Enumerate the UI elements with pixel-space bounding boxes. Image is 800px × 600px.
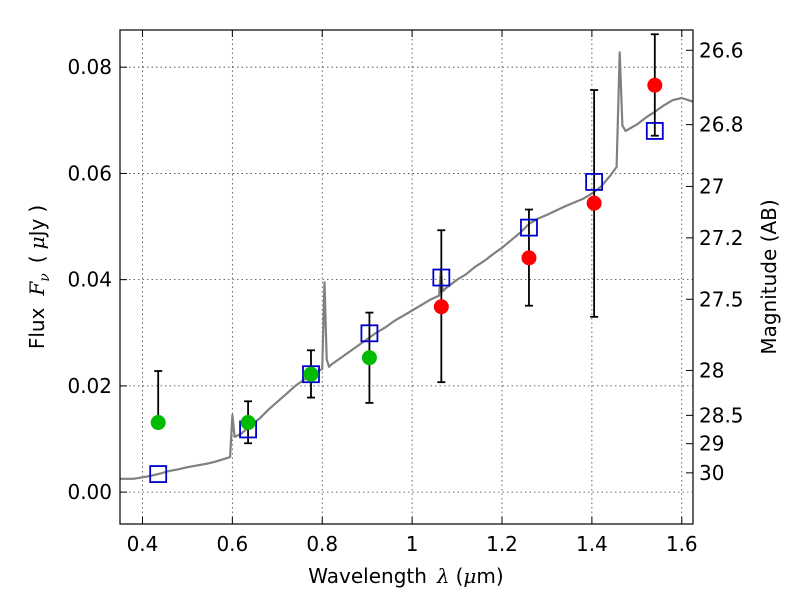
photometry-point [433,299,449,315]
y2-tick-label: 27.5 [699,287,744,311]
plot-frame [119,29,694,525]
x-tick-label: 0.8 [306,532,338,556]
data-marks [149,33,664,483]
photometry-point [240,415,256,431]
photometry-point [361,350,377,366]
y-tick-label: 0.00 [67,480,112,504]
y-tick-label: 0.06 [67,161,112,185]
x-axis-symbol: λ [436,564,450,588]
y2-tick-label: 26.6 [699,38,744,62]
y-axis-subscript: ν [37,273,53,282]
x-tick-label: 0.4 [127,532,159,556]
photometry-point [303,366,319,382]
y2-tick-label: 27.2 [699,226,744,250]
x-axis-title: Wavelength [308,564,427,588]
x-tick-label: 1.2 [486,532,518,556]
spectrum-line [120,51,693,480]
y-axis-label: Flux Fν ( μJy) [25,205,53,349]
y2-tick-label: 26.8 [699,113,744,137]
y2-tick-label: 28 [699,358,724,382]
y-axis-unit-mu: μ [25,236,49,249]
photometry-point [521,250,537,266]
model-square [520,218,538,237]
grid [120,30,693,524]
y-axis-unit-close: ) [25,205,49,213]
y-axis-unit-open: ( [25,255,49,263]
model-square [149,465,168,483]
x-tick-label: 0.6 [216,532,248,556]
x-axis-unit-rest: m) [476,564,503,588]
y-axis-title: Flux [25,307,49,349]
y-tick-label: 0.02 [67,374,112,398]
y-tick-label: 0.08 [67,55,112,79]
x-tick-label: 1.4 [576,532,608,556]
y-axis-symbol: F [25,281,49,297]
x-axis-label: Wavelength λ (μm) [308,564,503,588]
y2-tick-label: 27 [699,174,724,198]
y-axis-unit-rest: Jy [25,218,49,238]
model-square [302,365,320,384]
x-axis-unit-mu: μ [463,564,476,588]
model-square [645,122,664,140]
spectrum-layer [120,51,693,480]
y2-tick-label: 28.5 [699,403,744,427]
x-tick-label: 1.6 [666,532,698,556]
model-square [360,324,379,343]
photometry-point [586,195,602,211]
model-square [585,173,604,191]
photometry-point [150,415,166,431]
y2-axis-label: Magnitude (AB) [757,199,781,354]
y2-tick-label: 29 [699,432,724,456]
x-axis-unit-open: ( [456,564,464,588]
axis-ticks: 0.4 0.6 0.8 1 1.2 1.4 1.6 0.00 0.02 0.04 0.06 0.08 2… [67,30,744,556]
model-square [432,268,451,287]
photometry-point [647,77,663,93]
x-tick-label: 1 [406,532,419,556]
y-tick-label: 0.04 [67,268,112,292]
y2-tick-label: 30 [699,461,724,485]
